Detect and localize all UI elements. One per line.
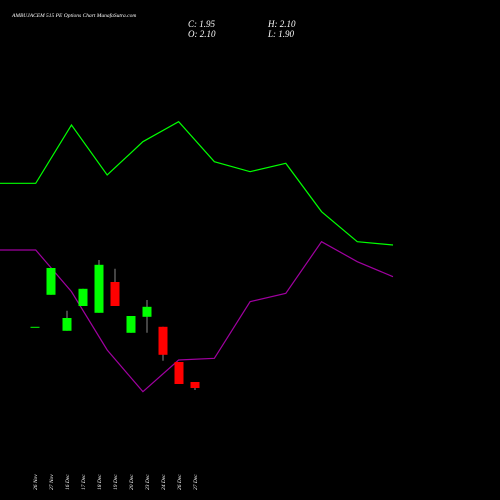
x-tick-label: 27 Dec bbox=[193, 474, 199, 490]
low-label: L: 1.90 bbox=[267, 29, 295, 39]
candle-body bbox=[190, 382, 200, 388]
candle-body bbox=[158, 326, 168, 355]
candle-body bbox=[46, 268, 56, 295]
candle-body bbox=[142, 306, 152, 317]
candle-body bbox=[126, 316, 136, 333]
candle-body bbox=[78, 288, 88, 306]
candle-body bbox=[62, 318, 72, 331]
x-tick-label: 23 Dec bbox=[145, 474, 151, 490]
x-tick-label: 17 Dec bbox=[81, 474, 87, 490]
x-tick-label: 19 Dec bbox=[113, 474, 119, 490]
x-tick-label: 26 Dec bbox=[177, 474, 183, 490]
x-tick-label: 27 Nov bbox=[49, 474, 55, 490]
indicator-line bbox=[0, 120, 394, 246]
close-label: C: 1.95 bbox=[188, 19, 216, 29]
candle-body bbox=[94, 264, 104, 313]
candle-body bbox=[30, 326, 40, 328]
x-tick-label: 18 Dec bbox=[97, 474, 103, 490]
x-tick-label: 24 Dec bbox=[160, 474, 167, 490]
chart-title: AMBUJACEM 515 PE Options Chart MunafaSut… bbox=[11, 12, 136, 19]
open-label: O: 2.10 bbox=[188, 29, 216, 39]
x-tick-label: 16 Dec bbox=[65, 474, 71, 490]
x-tick-label: 26 Nov bbox=[33, 474, 39, 490]
candle-body bbox=[110, 282, 120, 306]
x-tick-label: 20 Dec bbox=[129, 474, 135, 490]
indicator-line bbox=[0, 240, 394, 393]
high-label: H: 2.10 bbox=[267, 19, 296, 29]
candle-body bbox=[174, 362, 184, 384]
